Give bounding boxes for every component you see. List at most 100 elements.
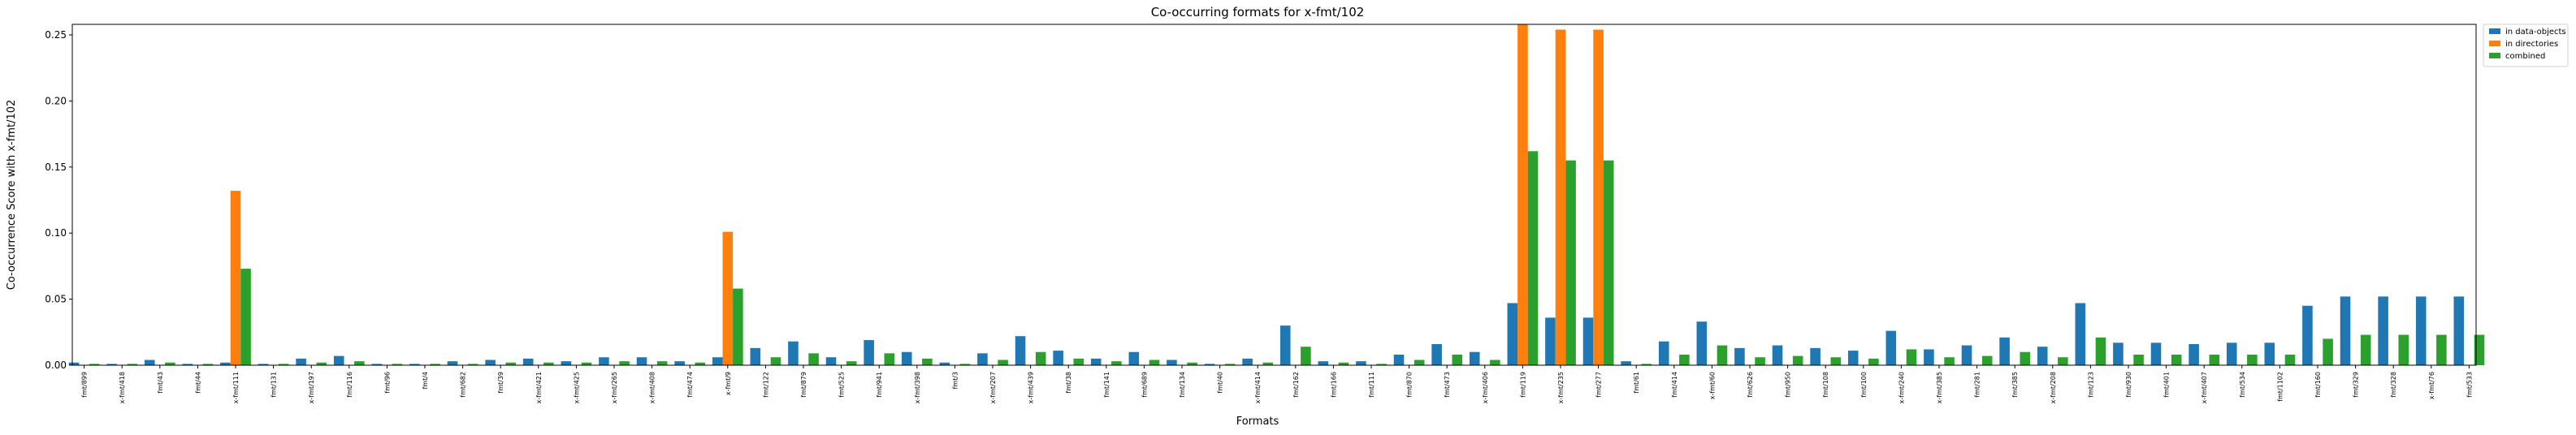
bar xyxy=(581,362,592,365)
x-tick-label: fmt/414 xyxy=(1671,372,1678,398)
bar xyxy=(1376,364,1387,365)
bar xyxy=(392,364,403,365)
x-tick-label: fmt/38 xyxy=(1065,372,1072,394)
bar xyxy=(1924,349,1934,365)
bar xyxy=(1717,345,1728,365)
x-tick-label: fmt/134 xyxy=(1179,372,1186,398)
x-tick-label: x-fmt/76 xyxy=(2428,372,2435,399)
bar xyxy=(1885,330,1897,365)
x-tick-label: x-fmt/398 xyxy=(914,372,921,403)
bar xyxy=(447,361,458,365)
bar xyxy=(2302,305,2313,365)
bar xyxy=(2150,342,2162,365)
bar xyxy=(2058,357,2068,365)
bar xyxy=(2020,351,2031,365)
bar xyxy=(1792,355,1803,365)
y-tick-label: 0.10 xyxy=(45,227,67,239)
bars-group xyxy=(68,24,2485,365)
bar xyxy=(1593,29,1604,365)
x-tick-label: fmt/277 xyxy=(1595,372,1603,398)
x-axis-label: Formats xyxy=(1236,416,1279,428)
bar xyxy=(1658,341,1669,365)
bar xyxy=(202,364,214,365)
x-tick-label: fmt/1102 xyxy=(2276,372,2284,402)
bar xyxy=(2415,296,2427,365)
bar xyxy=(230,191,241,365)
legend-label: in directories xyxy=(2505,40,2558,49)
bar xyxy=(1999,337,2010,365)
bar xyxy=(884,353,895,365)
x-tick-label: fmt/682 xyxy=(460,372,467,398)
bar xyxy=(1279,325,1291,365)
bar xyxy=(1128,351,1140,365)
bar xyxy=(68,362,80,365)
bar xyxy=(1053,351,1063,365)
bar xyxy=(1810,347,1821,365)
x-tick-label: fmt/930 xyxy=(2125,372,2132,398)
bar xyxy=(2474,334,2485,365)
bar xyxy=(599,357,609,365)
y-tick-label: 0.25 xyxy=(45,29,67,41)
bar xyxy=(220,362,231,365)
bar xyxy=(106,364,117,365)
x-tick-label: fmt/870 xyxy=(1406,372,1414,398)
bar xyxy=(1490,360,1500,365)
bar xyxy=(1961,345,1972,365)
bar xyxy=(2453,296,2465,365)
bar xyxy=(2209,354,2220,365)
bar xyxy=(1734,347,1745,365)
x-tick-label: fmt/108 xyxy=(1822,372,1829,398)
bar xyxy=(674,361,685,365)
x-tick-label: x-fmt/208 xyxy=(2050,372,2057,403)
x-tick-label: fmt/385 xyxy=(2011,372,2019,398)
bar xyxy=(409,364,420,365)
bar xyxy=(1555,29,1566,365)
bar xyxy=(354,361,365,365)
bar xyxy=(636,357,647,365)
x-tick-label: fmt/122 xyxy=(762,372,769,398)
x-tick-label: fmt/525 xyxy=(838,372,846,398)
x-tick-label: fmt/950 xyxy=(1785,372,1792,398)
bar xyxy=(371,364,383,365)
x-tick-label: x-fmt/385 xyxy=(1936,372,1943,403)
bar xyxy=(1224,364,1236,365)
bar xyxy=(333,355,344,365)
bar xyxy=(2378,296,2388,365)
bar xyxy=(1679,354,1690,365)
x-tick-label: x-fmt/240 xyxy=(1898,372,1905,403)
x-tick-label: fmt/879 xyxy=(800,372,807,398)
bar xyxy=(2264,342,2275,365)
bar xyxy=(2075,303,2086,365)
bar xyxy=(1696,321,1708,365)
bar xyxy=(1603,160,1614,365)
x-tick-label: fmt/473 xyxy=(1444,372,1451,398)
bar xyxy=(467,364,478,365)
bar xyxy=(1847,351,1859,365)
bar xyxy=(1111,361,1122,365)
bar xyxy=(959,364,971,365)
y-axis-label: Co-occurrence Score with x-fmt/102 xyxy=(6,100,18,291)
x-tick-label: fmt/141 xyxy=(1103,372,1110,398)
bar xyxy=(846,361,857,365)
bar xyxy=(258,364,269,365)
bar xyxy=(2323,338,2333,365)
x-tick-label: fmt/3 xyxy=(951,372,959,390)
bar xyxy=(825,357,837,365)
x-tick-label: fmt/281 xyxy=(1974,372,1981,398)
x-tick-label: fmt/116 xyxy=(346,372,353,398)
bar xyxy=(2247,354,2258,365)
bar xyxy=(182,364,193,365)
legend: in data-objects in directories combined xyxy=(2483,24,2569,67)
x-tick-label: fmt/96 xyxy=(383,372,391,394)
bar xyxy=(2284,354,2296,365)
bar xyxy=(1262,362,1274,365)
x-tick-label: fmt/534 xyxy=(2239,372,2246,398)
bar xyxy=(808,353,819,365)
bar xyxy=(712,357,723,365)
x-tick-label: fmt/162 xyxy=(1292,372,1300,398)
bar xyxy=(2113,342,2124,365)
x-tick-label: fmt/474 xyxy=(686,372,694,398)
x-tick-label: fmt/328 xyxy=(2390,372,2397,398)
bar xyxy=(1641,364,1652,365)
x-tick-label: fmt/160 xyxy=(2314,372,2322,398)
